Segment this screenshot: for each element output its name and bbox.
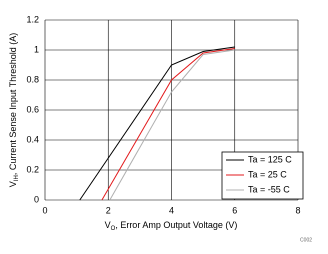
series-line: [101, 48, 235, 201]
y-title-rest: , Current Sense Input Threshold (A): [8, 33, 18, 175]
x-title-main: V: [105, 220, 111, 230]
y-tick-label: 1.2: [26, 14, 39, 24]
y-axis-title: VIH, Current Sense Input Threshold (A): [8, 33, 19, 187]
y-tick-label: 0: [34, 194, 39, 204]
x-tick-label: 8: [295, 205, 300, 215]
y-tick-label: 0.2: [26, 164, 39, 174]
x-tick-label: 0: [42, 205, 47, 215]
y-title-sub: IH: [14, 175, 20, 181]
x-tick-label: 4: [169, 205, 174, 215]
y-tick-label: 0.4: [26, 134, 39, 144]
y-tick-label: 0.8: [26, 74, 39, 84]
legend-label: Ta = -55 C: [248, 184, 290, 194]
x-tick-label: 2: [106, 205, 111, 215]
series-line: [79, 46, 235, 201]
y-tick-label: 0.6: [26, 104, 39, 114]
y-tick-label: 1: [34, 44, 39, 54]
x-title-rest: , Error Amp Output Voltage (V): [115, 220, 237, 230]
x-title-sub: O: [111, 226, 116, 232]
x-tick-label: 6: [232, 205, 237, 215]
y-title-main: V: [8, 181, 18, 187]
x-axis-title: VO, Error Amp Output Voltage (V): [105, 220, 238, 231]
figure-id: C002: [300, 237, 312, 243]
series-line: [109, 49, 235, 201]
legend-label: Ta = 25 C: [248, 169, 287, 179]
legend-label: Ta = 125 C: [248, 154, 292, 164]
